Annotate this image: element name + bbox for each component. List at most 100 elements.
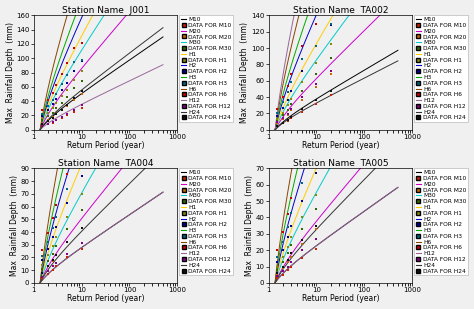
- Point: [53, 252, 60, 257]
- Y-axis label: Max  Rainfall Depth  (mm): Max Rainfall Depth (mm): [245, 175, 254, 276]
- Point: [288, 264, 295, 269]
- Point: [273, 274, 281, 279]
- Point: [313, 44, 320, 49]
- Point: [49, 264, 56, 269]
- Point: [64, 214, 71, 219]
- Point: [64, 200, 71, 205]
- Point: [78, 246, 85, 251]
- Point: [273, 110, 281, 115]
- Point: [78, 40, 85, 45]
- Point: [273, 267, 281, 272]
- Point: [38, 254, 46, 259]
- Point: [59, 94, 66, 99]
- Point: [313, 192, 320, 197]
- Point: [298, 95, 306, 99]
- Point: [279, 248, 287, 253]
- Point: [64, 255, 71, 260]
- Point: [273, 118, 281, 123]
- Point: [288, 259, 295, 264]
- Point: [59, 82, 66, 87]
- Point: [49, 268, 56, 273]
- Point: [49, 120, 56, 125]
- Y-axis label: Max  Rainfall Depth  (mm): Max Rainfall Depth (mm): [10, 175, 19, 276]
- Point: [284, 112, 292, 117]
- Point: [273, 254, 281, 259]
- Point: [298, 181, 306, 186]
- Point: [273, 264, 281, 269]
- Title: Station Name  TA005: Station Name TA005: [292, 159, 388, 168]
- Point: [298, 238, 306, 243]
- Point: [53, 214, 60, 219]
- Point: [49, 90, 56, 95]
- Point: [279, 259, 287, 264]
- Point: [78, 89, 85, 94]
- Point: [298, 80, 306, 85]
- Point: [298, 241, 306, 246]
- Point: [279, 272, 287, 277]
- Point: [64, 171, 71, 176]
- Point: [327, 11, 335, 15]
- Point: [78, 91, 85, 96]
- Point: [327, 72, 335, 77]
- Point: [53, 112, 60, 116]
- Point: [298, 89, 306, 94]
- Point: [327, 93, 335, 98]
- Point: [49, 105, 56, 110]
- Point: [78, 226, 85, 231]
- Point: [78, 208, 85, 213]
- Point: [44, 117, 52, 122]
- Point: [273, 123, 281, 128]
- Point: [70, 45, 78, 50]
- Point: [78, 226, 85, 231]
- Point: [298, 109, 306, 114]
- Point: [64, 87, 71, 92]
- Title: Station Name  J001: Station Name J001: [62, 6, 149, 15]
- Point: [53, 118, 60, 123]
- Point: [284, 212, 292, 217]
- Point: [313, 246, 320, 251]
- Point: [273, 271, 281, 276]
- Point: [70, 86, 78, 91]
- Point: [78, 69, 85, 74]
- Point: [284, 264, 292, 269]
- Point: [38, 248, 46, 252]
- Point: [38, 112, 46, 116]
- Point: [44, 246, 52, 251]
- Point: [78, 59, 85, 64]
- Point: [59, 71, 66, 76]
- Point: [44, 104, 52, 109]
- Point: [38, 275, 46, 280]
- Point: [313, 43, 320, 48]
- Legend: M10, DATA FOR M10, M20, DATA FOR M20, M30, DATA FOR M30, H1, DATA FOR H1, H2, DA: M10, DATA FOR M10, M20, DATA FOR M20, M3…: [414, 15, 468, 122]
- Point: [279, 105, 287, 110]
- Point: [49, 259, 56, 264]
- Point: [78, 174, 85, 179]
- Point: [284, 103, 292, 108]
- Point: [64, 80, 71, 85]
- Point: [70, 109, 78, 114]
- Point: [313, 85, 320, 90]
- Legend: M10, DATA FOR M10, M20, DATA FOR M20, M30, DATA FOR M30, H1, DATA FOR H1, H2, DA: M10, DATA FOR M10, M20, DATA FOR M20, M3…: [179, 168, 233, 275]
- Point: [44, 252, 52, 257]
- Point: [279, 269, 287, 274]
- Point: [38, 121, 46, 126]
- Point: [78, 156, 85, 161]
- Point: [313, 223, 320, 228]
- Point: [288, 88, 295, 93]
- Point: [273, 248, 281, 253]
- Point: [288, 106, 295, 111]
- Point: [288, 114, 295, 119]
- Point: [273, 113, 281, 118]
- Point: [53, 260, 60, 265]
- Point: [288, 79, 295, 84]
- Point: [279, 121, 287, 126]
- Point: [279, 117, 287, 122]
- Point: [59, 107, 66, 112]
- Y-axis label: Max  Rainfall Depth  (mm): Max Rainfall Depth (mm): [240, 22, 249, 123]
- Point: [53, 96, 60, 101]
- Point: [288, 210, 295, 215]
- Point: [44, 121, 52, 126]
- Point: [44, 97, 52, 102]
- Point: [273, 117, 281, 122]
- Point: [49, 226, 56, 231]
